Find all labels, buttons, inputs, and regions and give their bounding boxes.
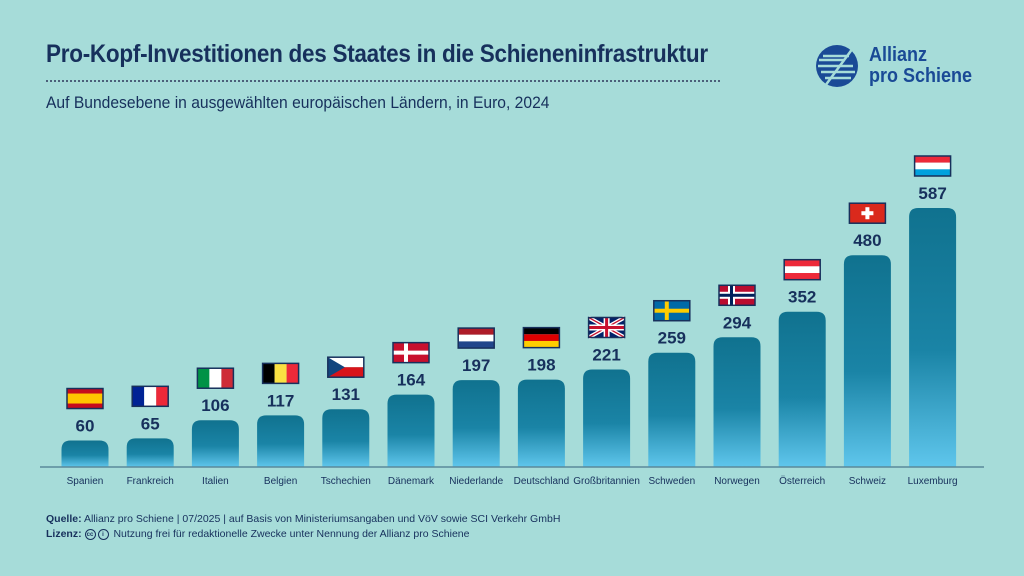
source-line: Quelle: Allianz pro Schiene | 07/2025 | … (46, 513, 560, 525)
category-label: Österreich (779, 475, 825, 487)
flag-fr-icon (131, 385, 169, 408)
bar-group: 164 Dänemark (387, 341, 435, 487)
category-label: Niederlande (449, 476, 503, 487)
category-label: Spanien (67, 476, 104, 487)
category-label: Luxemburg (908, 476, 958, 487)
category-label: Schweden (648, 476, 695, 487)
bar (713, 337, 761, 467)
license-text: Nutzung frei für redaktionelle Zwecke un… (113, 528, 470, 540)
value-label: 164 (397, 371, 426, 390)
value-label: 221 (592, 345, 620, 364)
flag-ch-icon (848, 202, 887, 224)
bar-group: 106 Italien (191, 367, 239, 487)
flag-it-icon (196, 367, 235, 389)
bar (387, 394, 435, 467)
bar-group: 117 Belgien (257, 362, 305, 487)
source-text: Allianz pro Schiene | 07/2025 | auf Basi… (83, 513, 561, 525)
flag-no-icon (718, 284, 756, 307)
bar-group: 352 Österreich (778, 258, 826, 487)
flag-be-icon (261, 362, 300, 385)
category-label: Frankreich (127, 476, 174, 487)
logo-icon (816, 45, 858, 87)
value-label: 198 (527, 356, 555, 375)
category-label: Tschechien (321, 476, 371, 487)
bar (452, 380, 500, 467)
title-divider (46, 80, 720, 82)
bar (778, 311, 826, 467)
bar (909, 208, 957, 467)
flag-es-icon (66, 387, 104, 410)
license-line: Lizenz: cc i Nutzung frei für redaktionel… (46, 528, 469, 540)
logo-line1: Allianz (869, 44, 928, 66)
category-label: Deutschland (514, 476, 570, 487)
bar (843, 255, 891, 467)
flag-cz-icon (327, 356, 365, 378)
bar (583, 369, 631, 467)
cc-icon: cc (84, 528, 96, 540)
logo-line2: pro Schiene (869, 65, 973, 87)
bar-group: 65 Frankreich (126, 385, 174, 487)
category-label: Italien (202, 476, 229, 487)
bar-group: 60 Spanien (61, 387, 109, 487)
bar-group: 587 Luxemburg (908, 155, 958, 487)
flag-gb-icon (587, 315, 626, 340)
bar-group: 198 Deutschland (514, 326, 570, 487)
flag-at-icon (783, 258, 821, 281)
value-label: 352 (788, 288, 816, 307)
bar-group: 221 Großbritannien (573, 315, 640, 487)
value-label: 294 (723, 313, 752, 332)
license-label: Lizenz: (46, 528, 82, 540)
bar-group: 480 Schweiz (843, 202, 891, 487)
value-label: 117 (267, 391, 294, 410)
value-label: 587 (918, 184, 946, 203)
flag-dk-icon (392, 341, 430, 364)
flag-de-icon (522, 326, 561, 349)
bar (517, 379, 565, 467)
bar (191, 420, 239, 467)
bar (322, 409, 370, 467)
value-label: 259 (658, 329, 686, 348)
category-label: Norwegen (714, 476, 760, 487)
category-label: Belgien (264, 476, 297, 487)
value-label: 60 (76, 417, 95, 436)
value-label: 65 (141, 414, 160, 433)
bar (61, 440, 109, 467)
bar (126, 438, 174, 467)
bar (257, 415, 305, 467)
value-label: 106 (201, 396, 229, 415)
page-title: Pro-Kopf-Investitionen des Staates in di… (46, 40, 708, 68)
flag-nl-icon (457, 327, 495, 349)
value-label: 197 (462, 356, 490, 375)
bar-group: 197 Niederlande (449, 327, 504, 487)
bar-group: 131 Tschechien (321, 356, 371, 487)
value-label: 480 (853, 231, 881, 250)
category-label: Schweiz (849, 476, 886, 487)
source-label: Quelle: (46, 513, 82, 525)
bar-group: 259 Schweden (648, 299, 696, 487)
by-icon: i (97, 528, 109, 540)
bar-group: 294 Norwegen (713, 284, 761, 487)
category-label: Großbritannien (573, 476, 640, 487)
category-label: Dänemark (388, 476, 435, 487)
logo: Allianz pro Schiene (815, 44, 983, 88)
flag-lu-icon (913, 155, 952, 177)
bar (648, 352, 696, 467)
flag-se-icon (653, 299, 691, 322)
page-subtitle: Auf Bundesebene in ausgewählten europäis… (46, 93, 550, 112)
value-label: 131 (332, 385, 360, 404)
